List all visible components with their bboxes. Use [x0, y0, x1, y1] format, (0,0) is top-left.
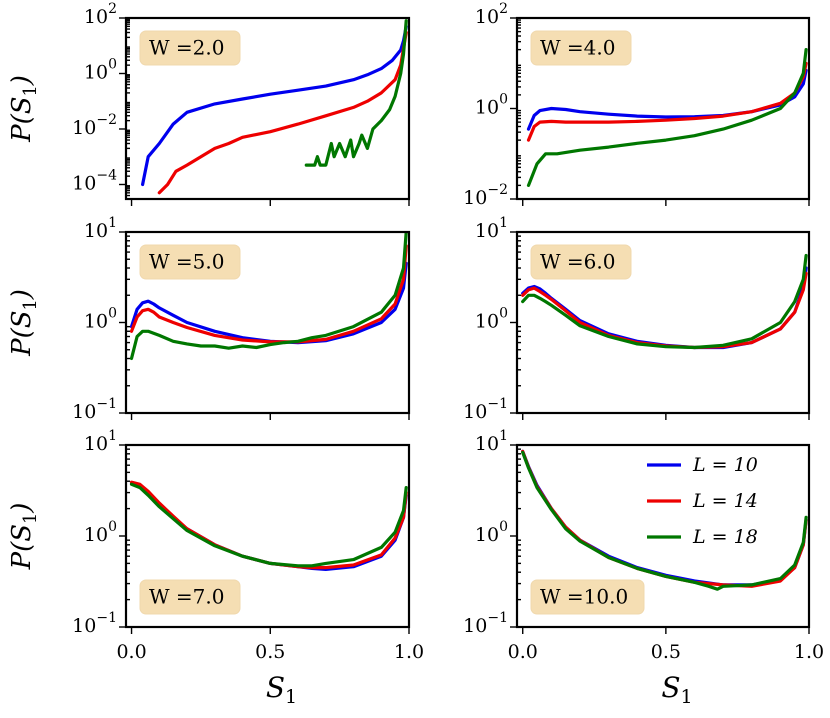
series-line-l10: [141, 24, 408, 187]
parameter-badge: [530, 30, 632, 66]
y-axis-label: P(S1): [7, 289, 41, 357]
legend-label: L = 18: [692, 526, 758, 548]
y-tick-label: 101: [475, 215, 508, 242]
series-line-l10: [521, 449, 808, 587]
parameter-badge-label: W =6.0: [540, 250, 615, 274]
y-tick-label: 10−1: [72, 610, 117, 637]
y-tick-label: 100: [84, 306, 117, 333]
panel-6: 101 100 10−10.0 0.5 1.0 S1 W =10.0 L = 10 L = 14…: [463, 428, 824, 708]
series-line-l14: [157, 30, 408, 195]
x-tick-label: 0.5: [255, 641, 285, 663]
series-line-l18: [304, 19, 408, 167]
y-tick-label: 10−1: [72, 396, 117, 423]
series-line-l14: [521, 449, 808, 588]
x-tick-label: 1.0: [794, 641, 824, 663]
y-tick-label: 102: [84, 1, 117, 28]
parameter-badge-label: W =5.0: [149, 250, 224, 274]
y-tick-label: 100: [475, 306, 508, 333]
y-tick-label: 100: [84, 519, 117, 546]
y-tick-label: 101: [475, 428, 508, 455]
y-tick-label: 10−2: [463, 182, 508, 209]
parameter-badge: [139, 244, 241, 280]
y-tick-label: 10−1: [463, 396, 508, 423]
panel-3: 101 100 10−1 P(S1) W =5.0: [7, 215, 411, 423]
y-tick-label: 100: [84, 56, 117, 83]
y-tick-label: 10−1: [463, 610, 508, 637]
x-tick-label: 0.0: [116, 641, 146, 663]
series-line-l18: [526, 47, 808, 187]
legend-label: L = 10: [692, 454, 758, 476]
y-tick-label: 101: [84, 428, 117, 455]
panel-1: 102 100 10−2 10−4 P(S1) W =2.0: [7, 1, 411, 206]
series-line-l10: [129, 481, 408, 572]
plot-frame: [124, 16, 411, 201]
series-line-l18: [129, 482, 408, 568]
y-tick-label: 100: [475, 519, 508, 546]
series-line-l18: [129, 232, 408, 361]
series-line-l10: [129, 261, 408, 345]
legend: L = 10 L = 14 L = 18: [647, 454, 758, 548]
legend-label: L = 14: [692, 490, 758, 512]
y-axis-label: P(S1): [7, 75, 41, 143]
x-tick-label: 0.0: [508, 641, 538, 663]
series-line-l14: [129, 244, 408, 344]
x-axis-label: S1: [661, 671, 692, 708]
y-tick-label: 102: [475, 1, 508, 28]
series-line-l14: [526, 61, 808, 142]
y-tick-label: 10−4: [72, 167, 117, 194]
series-line-l18: [521, 253, 808, 350]
y-axis-label: P(S1): [7, 503, 41, 571]
panel-5: 101 100 10−1 0.0 0.5 1.0 P(S1) S1 W =7.0: [7, 428, 424, 708]
parameter-badge-label: W =4.0: [540, 36, 615, 60]
series-line-l18: [521, 450, 808, 591]
y-tick-label: 10−2: [72, 112, 117, 139]
series-line-l14: [521, 271, 808, 350]
panel-2: 102 100 10−2 W =4.0: [463, 1, 811, 209]
parameter-badge: [530, 244, 632, 280]
parameter-badge: [139, 30, 241, 66]
parameter-badge-label: W =2.0: [149, 36, 224, 60]
parameter-badge: [139, 579, 241, 615]
x-axis-label: S1: [266, 671, 297, 708]
y-tick-label: 101: [84, 215, 117, 242]
panel-4: 101 100 10−1 W =6.0: [463, 215, 811, 423]
parameter-badge: [530, 579, 645, 615]
parameter-badge-label: W =10.0: [540, 585, 628, 609]
x-tick-label: 1.0: [394, 641, 424, 663]
parameter-badge-label: W =7.0: [149, 585, 224, 609]
y-tick-label: 100: [475, 92, 508, 119]
x-tick-label: 0.5: [651, 641, 681, 663]
